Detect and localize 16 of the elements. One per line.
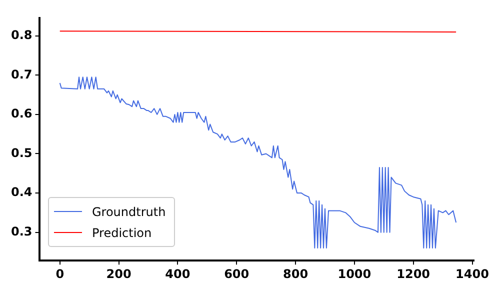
y-tick-label: 0.7: [10, 67, 32, 82]
y-tick-label: 0.5: [10, 146, 32, 160]
x-tick-label: 400: [165, 266, 190, 281]
x-tick-label: 600: [224, 266, 250, 281]
x-tick-label: 0: [56, 266, 64, 281]
x-tick-label: 1400: [456, 266, 489, 281]
x-tick-label: 1200: [396, 266, 430, 281]
x-tick-label: 800: [282, 266, 308, 281]
y-tick-label: 0.3: [10, 224, 32, 238]
legend-label: Prediction: [92, 226, 152, 240]
x-tick-label: 1000: [338, 266, 372, 281]
y-tick-label: 0.8: [10, 28, 32, 42]
legend-label: Groundtruth: [92, 204, 166, 218]
x-tick-label: 200: [106, 266, 132, 281]
y-tick-label: 0.4: [10, 185, 32, 200]
y-tick-label: 0.6: [10, 106, 32, 121]
